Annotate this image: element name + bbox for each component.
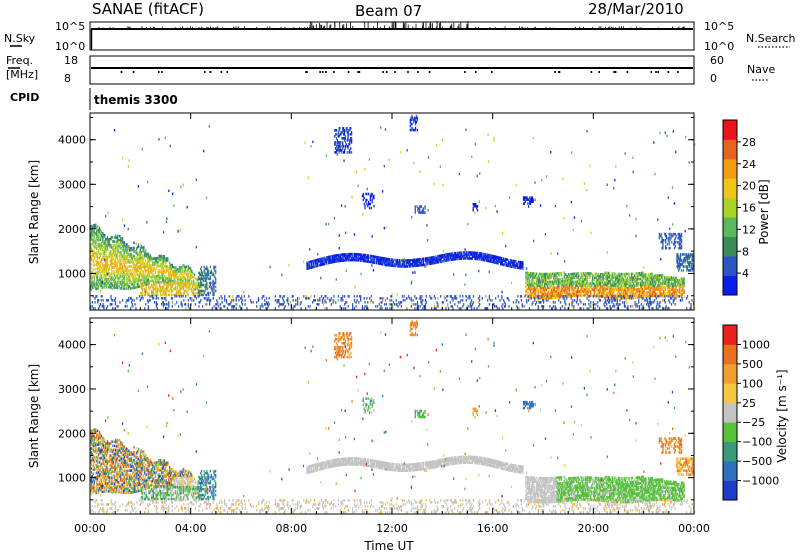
freq-tick-low: 8 bbox=[64, 72, 71, 85]
freq-panel bbox=[89, 55, 695, 85]
power-cbar-tick: 12 bbox=[742, 223, 756, 236]
power-cbar-tick: 24 bbox=[742, 158, 756, 171]
velocity-colorbar: 1000 500 100 25 −25 −100 −500 −1000 bbox=[722, 324, 779, 501]
power-cbar-label: Power [dB] bbox=[757, 179, 771, 244]
nave-tick-high: 60 bbox=[710, 54, 724, 67]
freq-label: Freq. bbox=[6, 54, 33, 67]
velocity-cbar-label: Velocity [m s⁻¹] bbox=[775, 369, 789, 462]
nsky-trace bbox=[90, 21, 693, 50]
power-cbar-tick: 28 bbox=[742, 136, 756, 149]
velocity-cbar-tick: −1000 bbox=[742, 475, 779, 488]
freq-tick-high: 18 bbox=[64, 54, 78, 67]
power-ylabel: Slant Range [km] bbox=[27, 160, 41, 264]
power-colorbar: 4 8 12 16 20 24 28 bbox=[722, 119, 756, 296]
nave-tick-low: 0 bbox=[710, 72, 717, 85]
time-tick-label: 12:00 bbox=[376, 522, 408, 535]
velocity-cbar-tick: 25 bbox=[742, 397, 756, 410]
range-tick-label: 1000 bbox=[58, 472, 86, 485]
velocity-cbar-tick: −25 bbox=[742, 416, 765, 429]
range-tick-label: 2000 bbox=[58, 427, 86, 440]
time-axis-label: Time UT bbox=[363, 539, 414, 553]
range-tick-label: 2000 bbox=[58, 223, 86, 236]
nsearch-tick-low: 10^0 bbox=[704, 40, 734, 53]
velocity-cbar-tick: 500 bbox=[742, 358, 763, 371]
cpid-label: CPID bbox=[10, 91, 39, 104]
time-tick-label: 00:00 bbox=[74, 522, 106, 535]
velocity-cbar-tick: 1000 bbox=[742, 338, 770, 351]
station-title: SANAE (fitACF) bbox=[92, 0, 204, 18]
power-cbar-tick: 20 bbox=[742, 180, 756, 193]
date-title: 28/Mar/2010 bbox=[588, 0, 684, 18]
power-cbar-tick: 4 bbox=[742, 267, 749, 280]
nsky-panel bbox=[89, 21, 695, 51]
velocity-yaxis: 1000 2000 3000 4000 bbox=[58, 321, 694, 501]
time-tick-label: 16:00 bbox=[477, 522, 509, 535]
velocity-cbar-tick: −500 bbox=[742, 455, 772, 468]
range-tick-label: 3000 bbox=[58, 383, 86, 396]
beam-title: Beam 07 bbox=[355, 2, 422, 20]
nave-label: Nave bbox=[747, 63, 775, 76]
nsearch-tick-high: 10^5 bbox=[704, 20, 734, 33]
freq-unit: [MHz] bbox=[6, 68, 38, 81]
time-tick-label: 20:00 bbox=[577, 522, 609, 535]
velocity-ylabel: Slant Range [km] bbox=[27, 364, 41, 468]
cpid-value: themis 3300 bbox=[94, 93, 178, 107]
velocity-cbar-tick: 100 bbox=[742, 377, 763, 390]
time-tick-label: 08:00 bbox=[275, 522, 307, 535]
velocity-cbar-tick: −100 bbox=[742, 436, 772, 449]
range-tick-label: 4000 bbox=[58, 339, 86, 352]
nsky-label: N.Sky bbox=[4, 32, 36, 45]
velocity-scatter bbox=[90, 319, 696, 514]
nsky-tick-low: 10^0 bbox=[55, 40, 85, 53]
power-scatter bbox=[90, 114, 696, 310]
power-yaxis: 1000 2000 3000 4000 bbox=[58, 116, 694, 297]
range-tick-label: 3000 bbox=[58, 178, 86, 191]
nsearch-label: N.Search bbox=[746, 32, 796, 45]
time-tick-label: 00:00 bbox=[678, 522, 710, 535]
nsky-tick-high: 10^5 bbox=[55, 20, 85, 33]
range-tick-label: 4000 bbox=[58, 134, 86, 147]
time-tick-label: 04:00 bbox=[175, 522, 207, 535]
power-cbar-tick: 8 bbox=[742, 245, 749, 258]
range-tick-label: 1000 bbox=[58, 267, 86, 280]
nave-trace bbox=[120, 71, 679, 73]
time-axis: 00:00 04:00 08:00 12:00 16:00 20:00 00:00 bbox=[74, 113, 710, 535]
power-cbar-tick: 16 bbox=[742, 202, 756, 215]
